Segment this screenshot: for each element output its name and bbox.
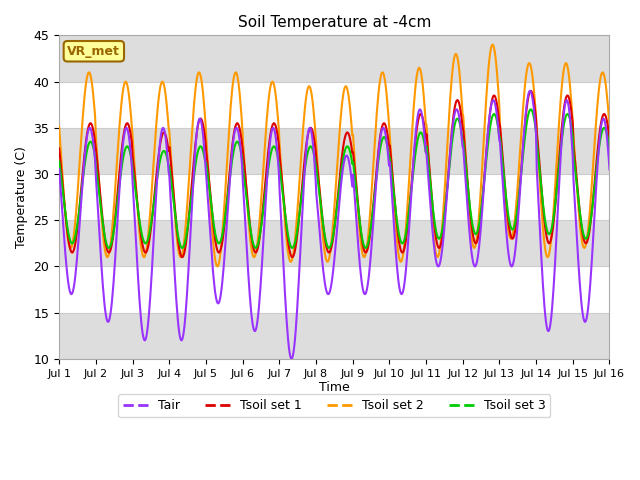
Text: VR_met: VR_met bbox=[67, 45, 120, 58]
Tsoil set 2 bbox=[418, 76, 426, 82]
Tsoil set 3 bbox=[418, 131, 426, 137]
Tsoil set 1 bbox=[207, 204, 215, 210]
Tair bbox=[65, 285, 73, 291]
Tair bbox=[526, 88, 534, 94]
Tsoil set 3 bbox=[55, 159, 63, 165]
Tsoil set 3 bbox=[105, 245, 113, 251]
Tair bbox=[122, 126, 129, 132]
Tsoil set 1 bbox=[418, 113, 426, 119]
Tsoil set 3 bbox=[65, 234, 73, 240]
Tsoil set 2 bbox=[402, 225, 410, 230]
Tair bbox=[207, 239, 214, 244]
Tair bbox=[55, 167, 63, 172]
Tsoil set 1 bbox=[122, 122, 129, 128]
Tsoil set 3 bbox=[605, 146, 613, 152]
Tair bbox=[605, 167, 613, 172]
Tsoil set 2 bbox=[122, 79, 129, 84]
Tair bbox=[418, 112, 426, 118]
Tsoil set 1 bbox=[178, 254, 186, 260]
Bar bbox=[59, 36, 609, 82]
Tsoil set 3 bbox=[123, 144, 131, 149]
Tsoil set 1 bbox=[65, 241, 73, 247]
Tsoil set 1 bbox=[55, 145, 63, 151]
Tsoil set 3 bbox=[527, 107, 534, 112]
Bar bbox=[59, 220, 609, 266]
Tsoil set 2 bbox=[488, 42, 496, 48]
Tsoil set 1 bbox=[179, 254, 186, 260]
Line: Tsoil set 3: Tsoil set 3 bbox=[59, 109, 609, 248]
Tair bbox=[178, 337, 186, 343]
Title: Soil Temperature at -4cm: Soil Temperature at -4cm bbox=[237, 15, 431, 30]
Tsoil set 2 bbox=[207, 207, 214, 213]
Tsoil set 2 bbox=[605, 124, 613, 130]
Tsoil set 1 bbox=[605, 136, 613, 142]
Tsoil set 2 bbox=[65, 242, 73, 248]
Tsoil set 1 bbox=[402, 238, 410, 243]
Bar bbox=[59, 312, 609, 359]
Tsoil set 3 bbox=[179, 245, 186, 251]
Line: Tair: Tair bbox=[59, 91, 609, 359]
Legend: Tair, Tsoil set 1, Tsoil set 2, Tsoil set 3: Tair, Tsoil set 1, Tsoil set 2, Tsoil se… bbox=[118, 395, 550, 418]
Bar bbox=[59, 128, 609, 174]
Line: Tsoil set 1: Tsoil set 1 bbox=[59, 91, 609, 257]
Tsoil set 3 bbox=[402, 230, 410, 236]
Tair bbox=[402, 267, 410, 273]
Tsoil set 2 bbox=[214, 264, 221, 269]
Tsoil set 2 bbox=[55, 124, 63, 130]
Tsoil set 2 bbox=[178, 253, 186, 259]
Line: Tsoil set 2: Tsoil set 2 bbox=[59, 45, 609, 266]
X-axis label: Time: Time bbox=[319, 382, 349, 395]
Tsoil set 3 bbox=[207, 204, 215, 210]
Tair bbox=[288, 356, 296, 361]
Tsoil set 1 bbox=[527, 88, 534, 94]
Y-axis label: Temperature (C): Temperature (C) bbox=[15, 146, 28, 248]
